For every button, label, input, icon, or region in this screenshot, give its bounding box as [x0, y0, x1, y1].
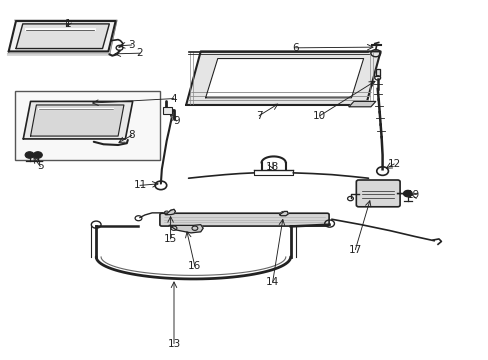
Polygon shape [348, 102, 375, 107]
Text: 2: 2 [136, 48, 143, 58]
Text: 1: 1 [64, 18, 71, 28]
Bar [163, 107, 171, 114]
Text: 4: 4 [170, 94, 177, 104]
Polygon shape [165, 209, 175, 215]
Text: 17: 17 [348, 245, 361, 255]
Text: 9: 9 [173, 116, 180, 126]
Text: 12: 12 [387, 159, 400, 169]
Text: 10: 10 [313, 111, 326, 121]
Text: 8: 8 [128, 130, 135, 140]
Polygon shape [30, 105, 123, 136]
Bar [15, 91, 160, 160]
Circle shape [33, 152, 42, 158]
Text: 7: 7 [255, 111, 262, 121]
Polygon shape [375, 69, 379, 76]
Text: 5: 5 [37, 161, 43, 171]
Text: 15: 15 [163, 234, 177, 244]
Polygon shape [23, 102, 132, 139]
Polygon shape [205, 59, 363, 98]
Text: 18: 18 [265, 162, 279, 172]
Polygon shape [279, 211, 287, 216]
Text: 13: 13 [167, 339, 180, 348]
Polygon shape [169, 225, 203, 233]
Text: 16: 16 [188, 261, 201, 271]
Polygon shape [186, 51, 380, 105]
Circle shape [403, 190, 411, 197]
Text: 11: 11 [133, 180, 146, 190]
FancyBboxPatch shape [356, 180, 399, 207]
Text: 19: 19 [406, 190, 420, 200]
Polygon shape [16, 24, 109, 49]
Polygon shape [9, 21, 116, 51]
Text: 14: 14 [265, 277, 279, 287]
FancyBboxPatch shape [160, 213, 328, 226]
Text: 6: 6 [292, 43, 298, 53]
Text: 3: 3 [128, 40, 135, 50]
Circle shape [25, 152, 34, 158]
